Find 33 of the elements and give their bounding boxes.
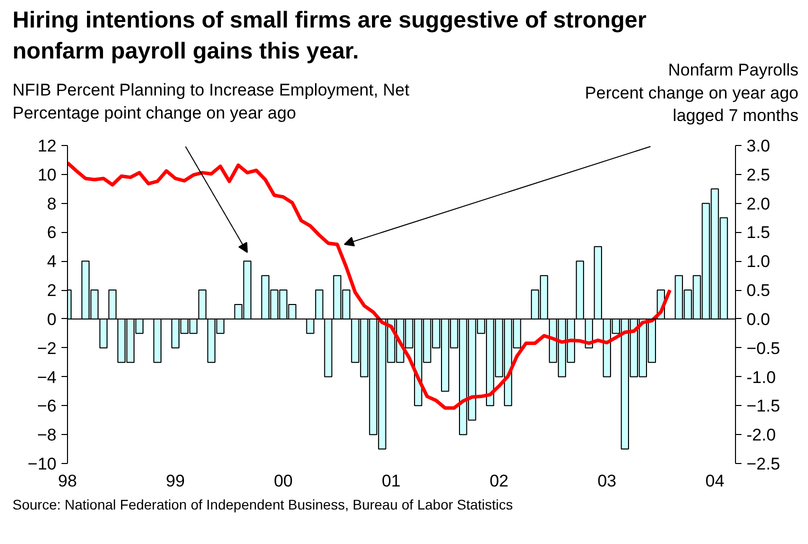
- y2-tick-label: 0.5: [746, 281, 770, 300]
- y-tick-label: 0: [47, 310, 57, 329]
- y-tick-label: −10: [28, 454, 57, 474]
- x-tick-label: 02: [490, 472, 509, 490]
- x-tick-label: 04: [705, 472, 724, 490]
- y2-tick-label: −1.5: [746, 396, 780, 416]
- x-tick-label: 01: [382, 472, 401, 490]
- y2-tick-label: −2.5: [746, 454, 780, 474]
- y-tick-label: 12: [38, 136, 57, 156]
- y2-tick-label: -2.0: [746, 426, 776, 445]
- y-tick-label: −6: [37, 396, 57, 416]
- y2-tick-label: 2.0: [746, 194, 770, 214]
- y-axis-title: NFIB Percent Planning to Increase Employment, Net Percentage point change on year ago: [12, 80, 410, 122]
- y2-tick-label: 0.0: [746, 310, 770, 329]
- x-tick-label: 98: [58, 472, 77, 490]
- y2-tick-label: 1.0: [746, 252, 770, 272]
- y2-tick-label: 3.0: [746, 136, 770, 156]
- x-tick-label: 00: [274, 472, 293, 490]
- y-tick-label: 8: [47, 194, 57, 214]
- y-tick-label: −2: [37, 338, 57, 358]
- y2-tick-label: −0.5: [746, 338, 780, 358]
- y-tick-label: 10: [38, 165, 57, 184]
- y-tick-label: 6: [47, 223, 57, 242]
- y2-tick-label: 1.5: [746, 223, 770, 242]
- y-tick-label: −4: [37, 368, 57, 387]
- source-note: Source: National Federation of Independent Business, Bureau of Labor Statistics: [12, 496, 513, 512]
- x-tick-label: 99: [166, 472, 185, 490]
- y-tick-label: 4: [47, 252, 57, 272]
- y2-tick-label: 2.5: [746, 165, 770, 184]
- x-tick-label: 03: [597, 472, 616, 490]
- y-tick-label: −8: [37, 426, 57, 445]
- y-tick-label: 2: [47, 281, 57, 300]
- y2-tick-label: -1.0: [746, 368, 776, 387]
